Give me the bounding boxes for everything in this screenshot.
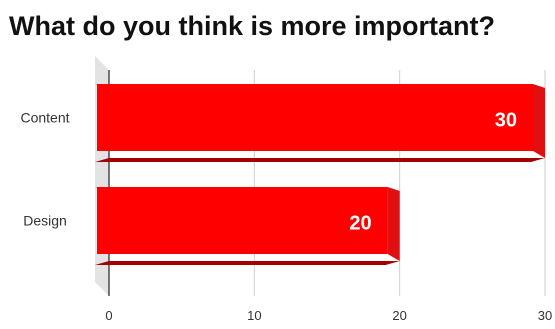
bar-front-face: [97, 84, 533, 151]
bar-design: [95, 187, 400, 265]
tick-label: 0: [105, 308, 112, 323]
bar-side-face: [533, 84, 545, 158]
bar-front-face: [97, 187, 388, 254]
tick-label: 30: [538, 308, 552, 323]
bar-bottom-face: [95, 261, 400, 265]
bar-side-face: [387, 187, 400, 261]
chart-title: What do you think is more important?: [9, 11, 495, 41]
data-label: 20: [349, 212, 371, 234]
bar-bottom-face: [95, 158, 545, 162]
tick-label: 10: [247, 308, 261, 323]
category-label: Content: [20, 110, 69, 126]
data-label: 30: [495, 109, 517, 131]
tick-label: 20: [392, 308, 406, 323]
bar-content: [95, 84, 545, 162]
labels: 30 Content 20 Design 0 10 20 30: [20, 109, 552, 323]
bars: [95, 84, 545, 265]
category-label: Design: [23, 213, 67, 229]
